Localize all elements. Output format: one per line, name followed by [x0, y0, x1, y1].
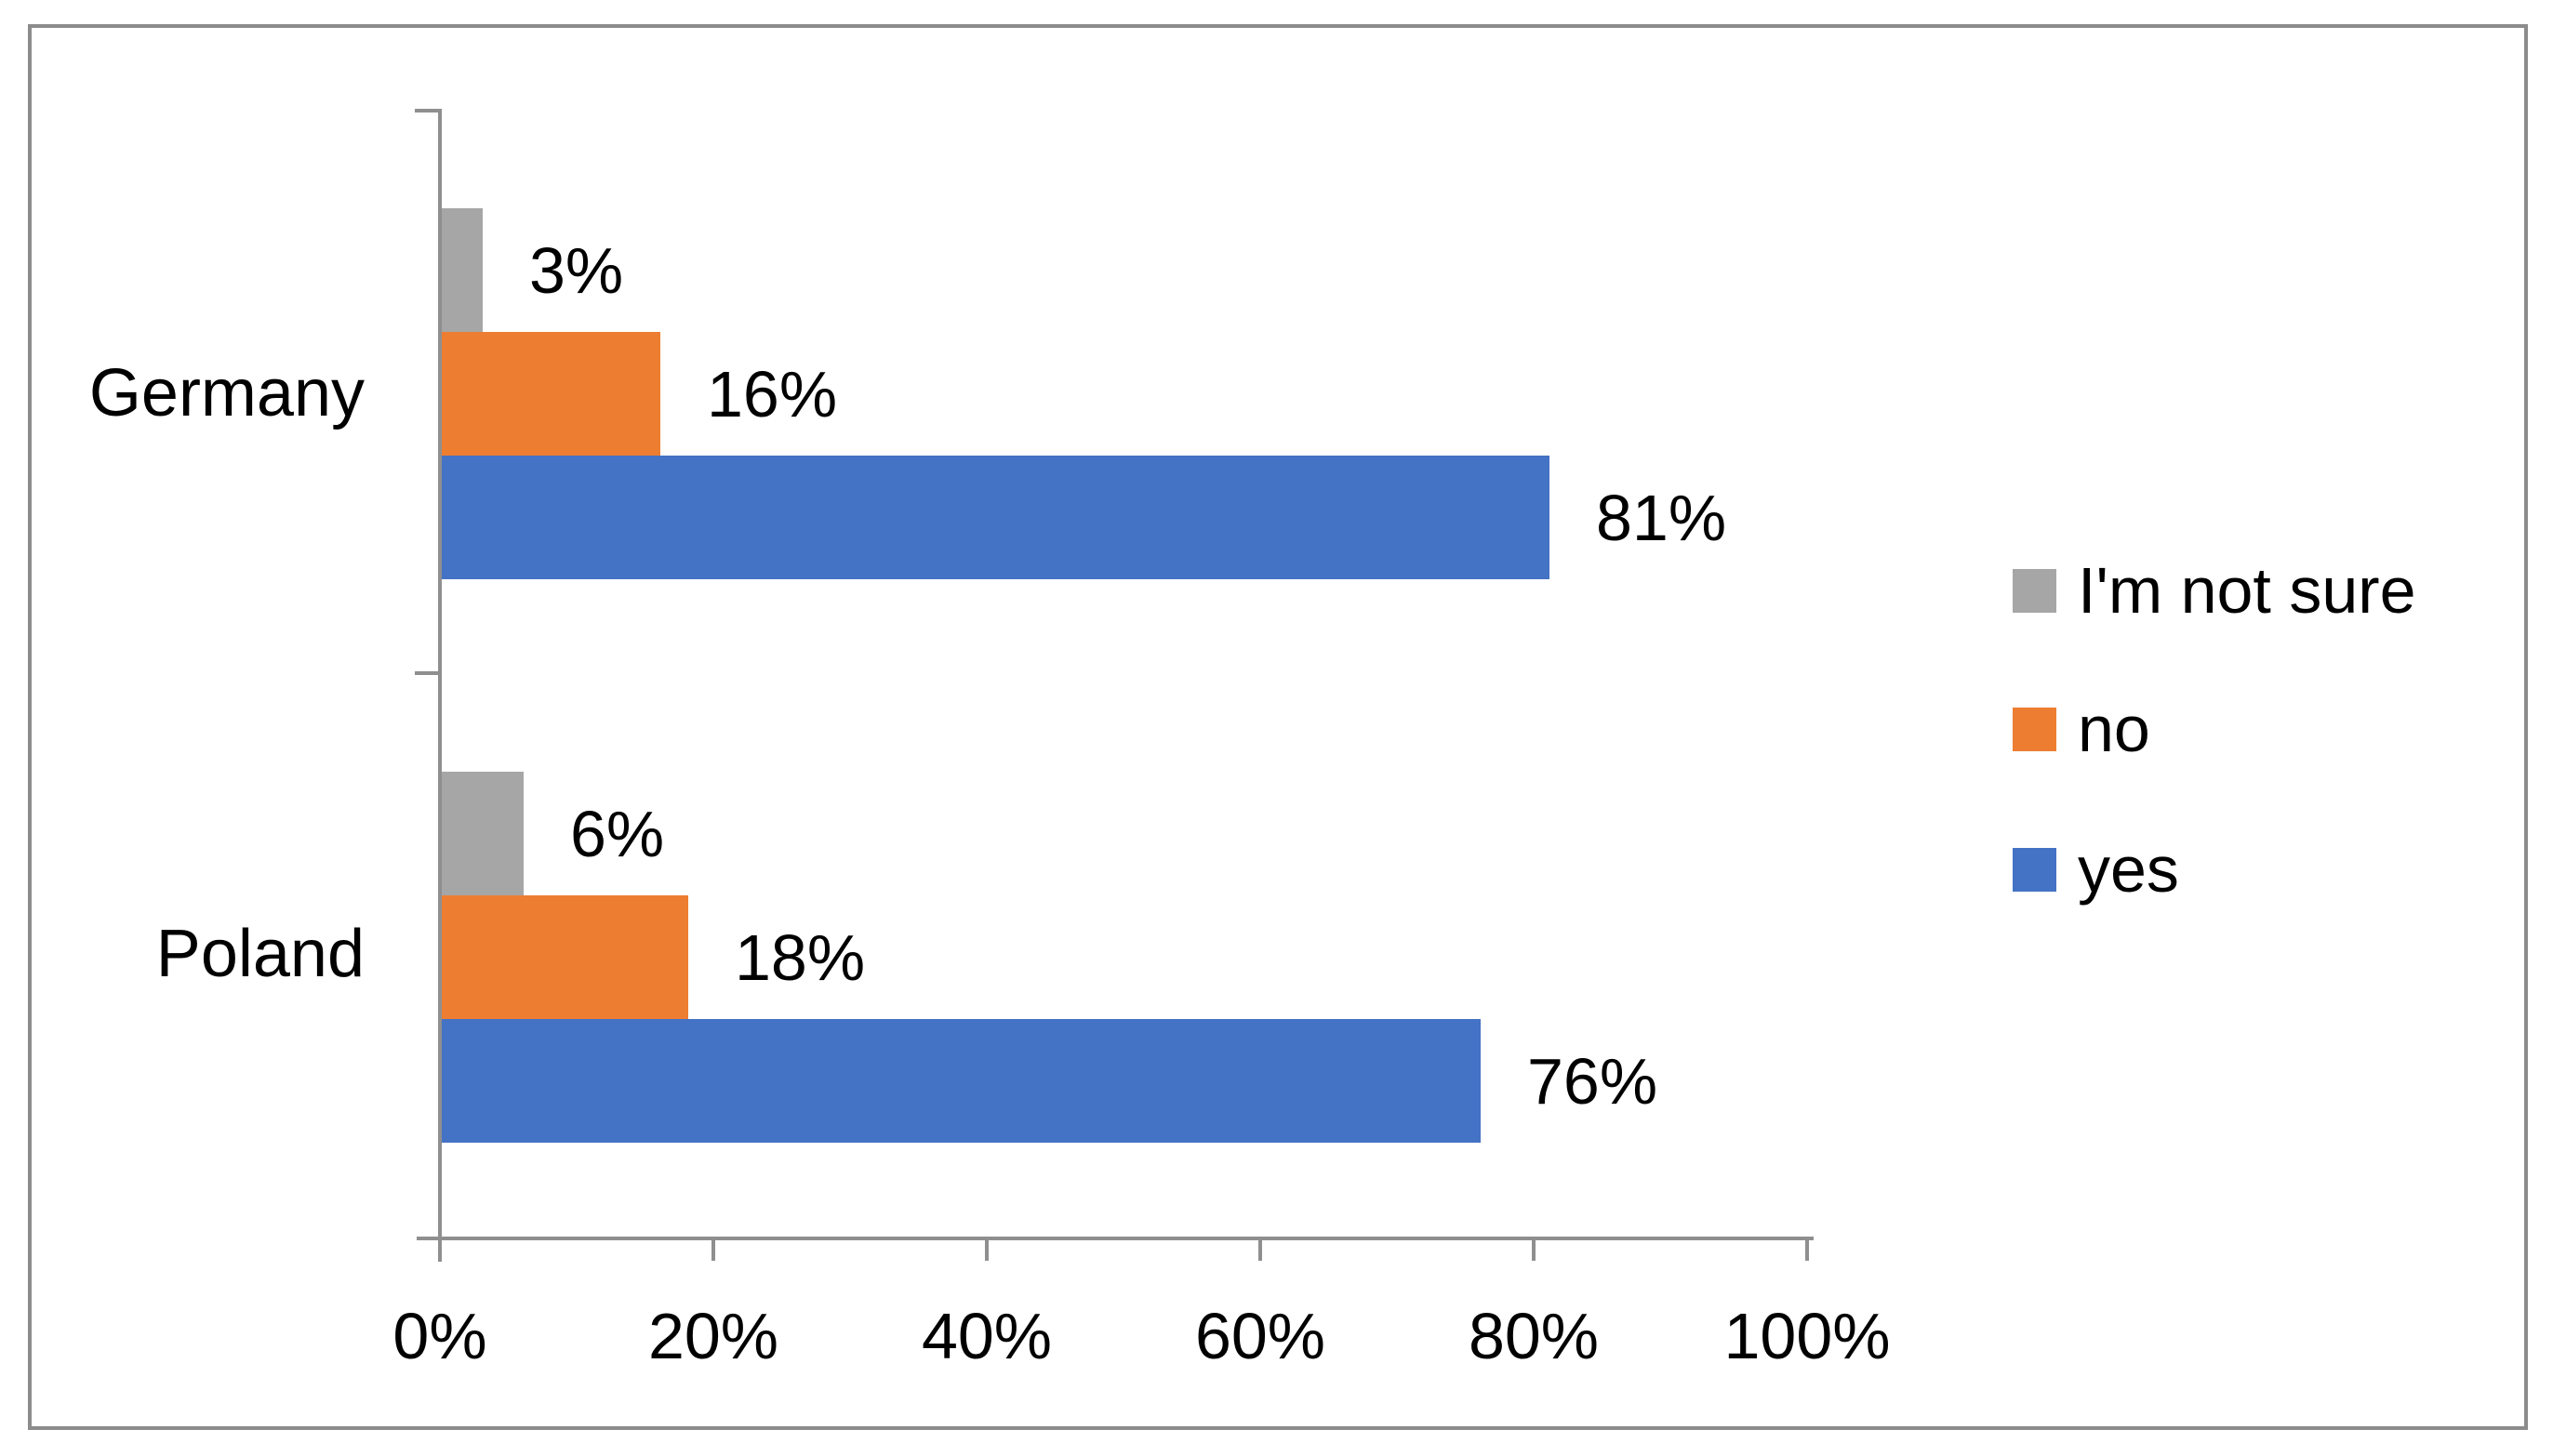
- category-label-poland: Poland: [155, 917, 365, 991]
- bar-poland-yes: [442, 1019, 1481, 1143]
- bar-germany-not-sure: [442, 208, 483, 332]
- data-label-germany-not-sure: 3%: [529, 233, 624, 307]
- legend-label-not-sure: I'm not sure: [2078, 554, 2416, 627]
- data-label-germany-no: 16%: [707, 357, 838, 430]
- data-label-poland-yes: 76%: [1527, 1044, 1658, 1118]
- y-axis-line: [438, 109, 442, 1262]
- bar-germany-no: [442, 332, 660, 456]
- x-axis-tick-label: 100%: [1723, 1300, 1891, 1372]
- x-axis-line: [417, 1237, 1814, 1240]
- legend-swatch-not-sure: [2013, 568, 2056, 613]
- legend-swatch-no: [2013, 707, 2056, 751]
- data-label-germany-yes: 81%: [1596, 481, 1727, 554]
- x-axis-tick: [1258, 1240, 1262, 1261]
- data-label-poland-no: 18%: [735, 920, 866, 994]
- x-axis-tick: [1532, 1240, 1536, 1261]
- legend-label-no: no: [2078, 693, 2150, 765]
- legend-item-not-sure: I'm not sure: [2013, 549, 2416, 632]
- y-axis-category-tick: [415, 109, 440, 113]
- x-axis-tick: [985, 1240, 989, 1261]
- chart-frame: [28, 24, 2528, 1430]
- y-axis-category-tick: [415, 671, 440, 675]
- x-axis-tick: [438, 1240, 442, 1261]
- bar-poland-not-sure: [442, 772, 524, 895]
- legend-item-no: no: [2013, 687, 2150, 771]
- x-axis-tick-label: 40%: [921, 1300, 1053, 1372]
- x-axis-tick-label: 60%: [1194, 1300, 1326, 1372]
- x-axis-tick: [711, 1240, 715, 1261]
- bar-germany-yes: [442, 456, 1549, 579]
- x-axis-tick-label: 80%: [1468, 1300, 1600, 1372]
- bar-poland-no: [442, 895, 688, 1019]
- x-axis-tick: [1805, 1240, 1809, 1261]
- category-label-germany: Germany: [88, 356, 365, 430]
- data-label-poland-not-sure: 6%: [570, 797, 665, 870]
- legend-swatch-yes: [2013, 847, 2056, 892]
- x-axis-tick-label: 20%: [647, 1300, 779, 1372]
- legend-label-yes: yes: [2078, 833, 2179, 906]
- legend-item-yes: yes: [2013, 827, 2179, 911]
- x-axis-tick-label: 0%: [392, 1300, 487, 1372]
